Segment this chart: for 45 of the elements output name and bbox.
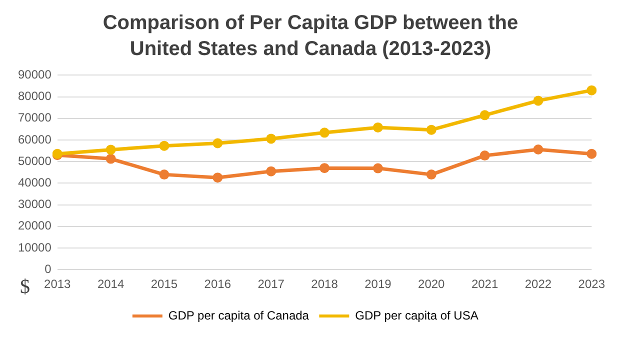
point [372, 122, 383, 132]
y-tick-label: 40000 [18, 176, 52, 190]
x-tick-label: 2022 [524, 277, 552, 292]
chart-title: Comparison of Per Capita GDP between the United States and Canada (2013-2023) [102, 11, 520, 62]
point [266, 134, 276, 144]
point [159, 140, 170, 151]
point [586, 85, 597, 96]
point [533, 96, 544, 106]
x-tick-label: 2023 [578, 277, 606, 292]
x-tick-label: 2016 [204, 277, 232, 292]
y-tick-label: 30000 [18, 197, 52, 212]
point [320, 128, 330, 138]
x-tick-label: 2019 [364, 277, 392, 292]
point [426, 124, 436, 135]
point [106, 144, 116, 155]
y-tick-label: 60000 [18, 132, 52, 146]
y-tick-label: 70000 [18, 110, 52, 125]
point [586, 148, 597, 159]
x-tick-label: 2018 [311, 277, 338, 292]
point [212, 138, 223, 148]
y-tick-label: 90000 [18, 68, 52, 82]
y-tick-label: 10000 [18, 240, 52, 254]
y-axis-title: $ [20, 276, 30, 299]
legend-label: GDP per capita of USA [355, 308, 478, 322]
y-tick-label: 50000 [18, 154, 52, 168]
y-tick-label: 0 [44, 262, 52, 276]
point [266, 166, 276, 176]
point [480, 150, 490, 161]
y-tick-label: 20000 [18, 218, 52, 233]
x-tick-label: 2014 [97, 277, 124, 292]
point [533, 144, 544, 155]
point [106, 154, 116, 164]
point [480, 110, 490, 120]
x-tick-label: 2015 [150, 277, 178, 292]
point [212, 172, 223, 183]
x-tick-label: 2020 [418, 277, 446, 292]
point [372, 163, 383, 174]
point [320, 163, 330, 174]
legend-label: GDP per capita of Canada [168, 308, 310, 322]
point [426, 170, 436, 180]
x-tick-label: 2013 [44, 277, 72, 292]
y-tick-label: 80000 [18, 89, 52, 104]
x-tick-label: 2021 [471, 277, 498, 292]
point [159, 170, 170, 180]
x-tick-label: 2017 [258, 277, 285, 292]
